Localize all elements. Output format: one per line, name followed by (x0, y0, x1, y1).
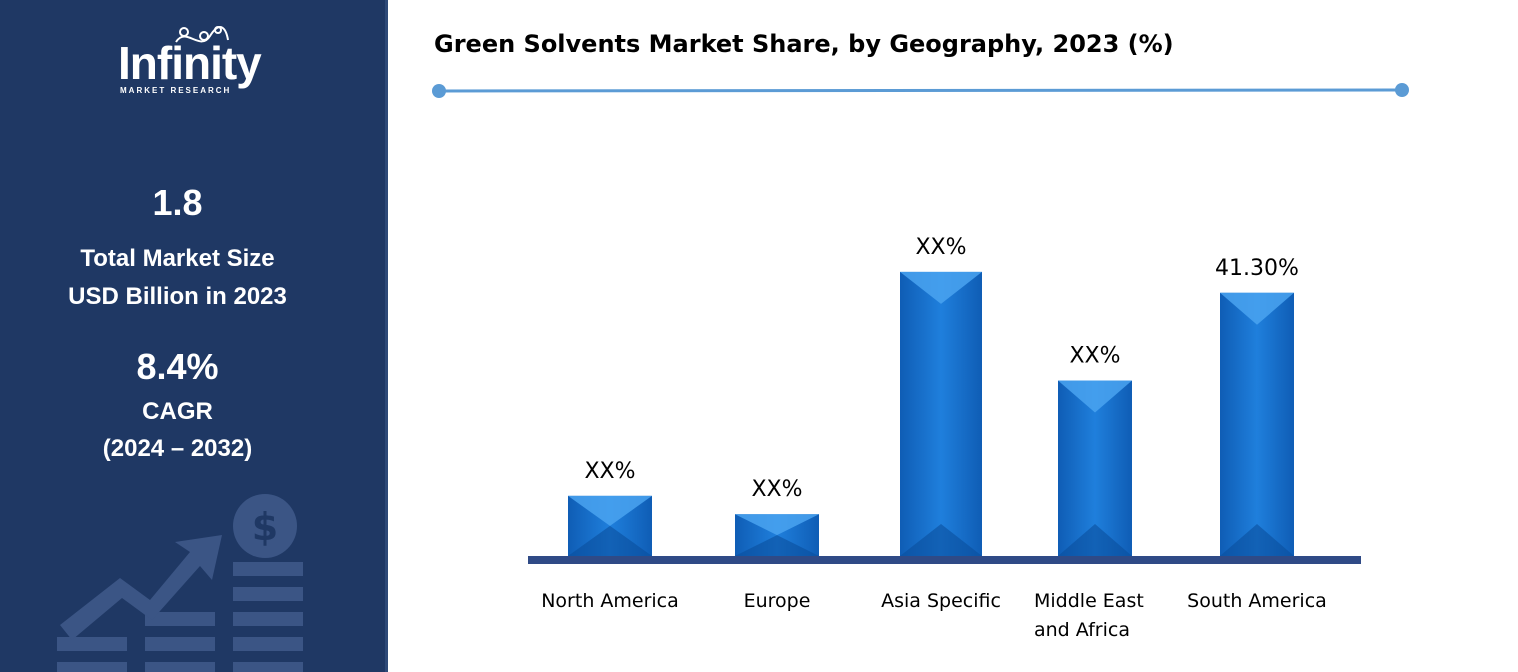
category-label-3: Middle East and Africa (1034, 590, 1144, 641)
bar-4 (1220, 292, 1294, 556)
bar-1 (735, 514, 819, 556)
brand-logo: Infinity MARKET RESEARCH (100, 22, 280, 102)
category-label-3-line-0: Middle East (1034, 590, 1144, 612)
chart-title: Green Solvents Market Share, by Geograph… (434, 30, 1174, 58)
chart-baseline (528, 556, 1361, 564)
category-label-2-line-0: Asia Specific (881, 590, 1001, 612)
logo-swirl-icon (175, 26, 229, 43)
value-label-4: 41.30% (1215, 256, 1299, 281)
dollar-growth-icon: $ (57, 494, 303, 672)
bar-3 (1058, 380, 1132, 556)
title-underline (432, 83, 1409, 98)
bar-2 (900, 271, 982, 556)
value-label-1: XX% (751, 477, 802, 502)
cagr-value: 8.4% (136, 346, 219, 387)
category-label-3-line-1: and Africa (1034, 619, 1130, 641)
category-label-0-line-0: North America (541, 590, 679, 612)
category-label-0: North America (541, 590, 679, 612)
category-label-2: Asia Specific (881, 590, 1001, 612)
value-label-0: XX% (584, 459, 635, 484)
brand-tagline: MARKET RESEARCH (120, 86, 232, 95)
market-size-label-1: Total Market Size (80, 245, 275, 272)
value-label-2: XX% (915, 235, 966, 260)
bar-0 (568, 495, 652, 556)
sidebar-divider (385, 0, 388, 672)
cagr-period: (2024 – 2032) (102, 435, 253, 462)
sidebar-panel: Infinity MARKET RESEARCH 1.8 Total Marke… (0, 0, 385, 672)
cagr-label: CAGR (142, 398, 213, 425)
value-label-3: XX% (1069, 344, 1120, 369)
brand-name: Infinity (118, 37, 262, 89)
market-size-label-2: USD Billion in 2023 (68, 283, 287, 310)
category-label-4-line-0: South America (1187, 590, 1327, 612)
category-label-1-line-0: Europe (744, 590, 811, 612)
svg-text:$: $ (252, 505, 278, 549)
market-size-value: 1.8 (152, 182, 203, 223)
category-label-4: South America (1187, 590, 1327, 612)
category-label-1: Europe (744, 590, 811, 612)
